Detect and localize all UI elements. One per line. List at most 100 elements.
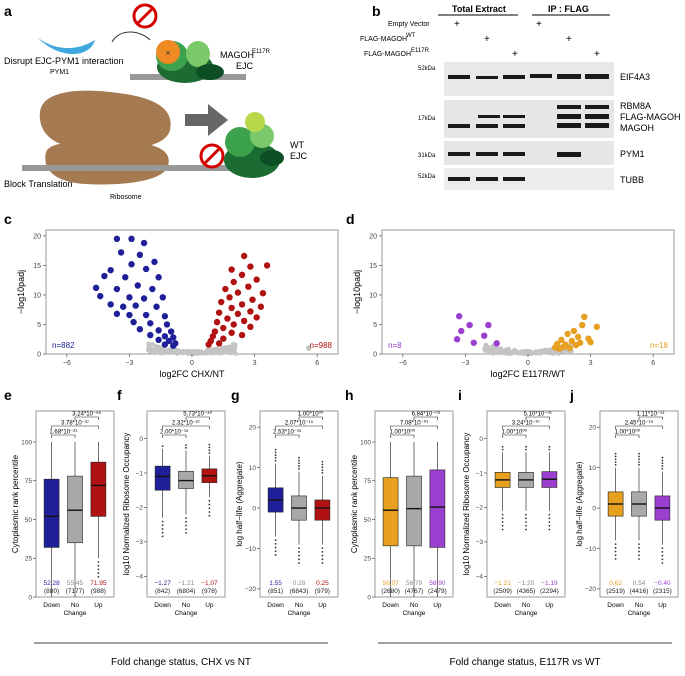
data-point-down [117, 249, 125, 256]
mean-value-label: 55.45 [67, 580, 84, 587]
p-value-label: 2.45*10⁻¹⁹ [625, 420, 654, 427]
box-outlier [614, 452, 617, 455]
data-point-up [218, 298, 225, 306]
row-label-wt: FLAG-MAGOH [360, 36, 407, 43]
data-point-up [564, 330, 571, 338]
box-body [406, 475, 422, 547]
significance-bracket [413, 416, 438, 420]
mean-value-label: 0.62 [609, 580, 622, 587]
y-tick-label: 10 [589, 465, 597, 472]
mean-value-label: 0.25 [316, 580, 329, 587]
box-outlier [525, 448, 527, 451]
mean-value-label: 0.28 [293, 580, 306, 587]
n-count-label: (4365) [517, 588, 536, 595]
data-point-up [247, 308, 254, 315]
plot-frame [381, 229, 675, 355]
wt-ejc-icon [224, 112, 284, 178]
x-axis-label: log2FC E117R/WT [491, 369, 566, 379]
box-outlier [298, 562, 300, 564]
box-outlier [638, 554, 640, 557]
y-tick-label: 15 [369, 263, 377, 270]
data-point-down [147, 320, 154, 327]
box-outlier [321, 562, 324, 564]
y-axis-label: log half−life (Aggregate) [575, 461, 584, 547]
nochange-point [226, 348, 231, 354]
data-point-down [161, 333, 169, 340]
data-point-up [215, 309, 223, 316]
box-outlier [97, 575, 100, 578]
y-tick-label: 0 [479, 436, 483, 443]
data-point-down [130, 318, 137, 326]
box-outlier [501, 445, 504, 448]
data-point-down [128, 261, 135, 268]
mean-value-label: −1.21 [494, 580, 511, 587]
y-axis-label: log10 Normalized Ribosome Occupancy [122, 433, 131, 576]
nochange-point [213, 349, 218, 354]
y-tick-label: −3 [136, 539, 144, 546]
y-tick-label: 0 [373, 352, 377, 359]
p-value-label: 2.00*10⁻¹⁵ [160, 429, 189, 436]
mean-value-label: 52.28 [43, 580, 60, 587]
y-axis-label: log half−life (Aggregate) [235, 461, 244, 547]
significance-bracket [51, 434, 76, 438]
box-outlier [298, 554, 300, 557]
panel-label-h: h [345, 387, 354, 403]
data-point-up [253, 276, 260, 283]
scatter-c: −6 −3 0 3 6 0 5 10 15 20 log2FC CHX/NT −log10padj n=… [16, 229, 339, 379]
mean-value-label: 0.54 [633, 580, 646, 587]
significance-bracket [74, 416, 99, 420]
data-point-up [234, 289, 242, 296]
box-body [429, 469, 446, 548]
box-outlier [274, 554, 277, 556]
p-value-label: 3.24*10⁻⁵⁶ [72, 411, 101, 418]
box-outlier [208, 443, 211, 446]
y-tick-label: −1 [136, 470, 144, 477]
y-tick-label: 20 [249, 424, 257, 431]
band-rbm8a: RBM8A [620, 101, 651, 111]
nochange-point [181, 350, 186, 355]
box-outlier [321, 463, 324, 466]
data-point-down [142, 311, 150, 319]
data-point-up [230, 278, 237, 286]
box-outlier [274, 550, 277, 553]
plus-sign: + [566, 34, 572, 45]
data-point-down [142, 265, 150, 273]
nochange-point [504, 350, 510, 355]
row-label-e117r: FLAG-MAGOH [364, 51, 411, 58]
data-point-up [234, 310, 242, 318]
data-point-down [470, 339, 477, 346]
data-point-up [574, 333, 582, 341]
data-point-down [140, 295, 148, 302]
category-sublabel: Change [175, 610, 198, 617]
data-point-down [149, 285, 156, 293]
x-tick-label: −3 [461, 360, 469, 367]
significance-bracket [525, 416, 550, 420]
data-point-down [455, 313, 463, 320]
nochange-point [161, 348, 166, 353]
n-count-label: (988) [91, 588, 106, 595]
significance-bracket [275, 425, 323, 429]
box-outlier [525, 445, 527, 448]
box-outlier [548, 448, 551, 451]
y-tick-label: 5 [373, 322, 377, 329]
data-point-up [238, 271, 246, 279]
significance-bracket [162, 434, 187, 438]
n-count-label: (978) [202, 588, 217, 595]
box-outlier [501, 517, 504, 520]
data-point-up [587, 338, 594, 346]
data-point-up [247, 263, 254, 270]
box-outlier [208, 507, 211, 510]
data-point-up [205, 341, 212, 348]
blot-pym1 [444, 141, 614, 165]
data-point-up [581, 313, 588, 320]
box-outlier [501, 528, 504, 531]
box-body [154, 465, 171, 491]
magoh-ejc-label-2: EJC [236, 61, 254, 71]
data-point-down [170, 334, 177, 341]
box-outlier [614, 461, 617, 463]
data-point-down [107, 301, 114, 308]
data-point-up [240, 317, 248, 325]
ribosome-icon [22, 90, 262, 185]
charts-group: −6 −3 0 3 6 0 5 10 15 20 log2FC CHX/NT −log10padj n=… [11, 229, 679, 617]
box-outlier [614, 550, 617, 553]
